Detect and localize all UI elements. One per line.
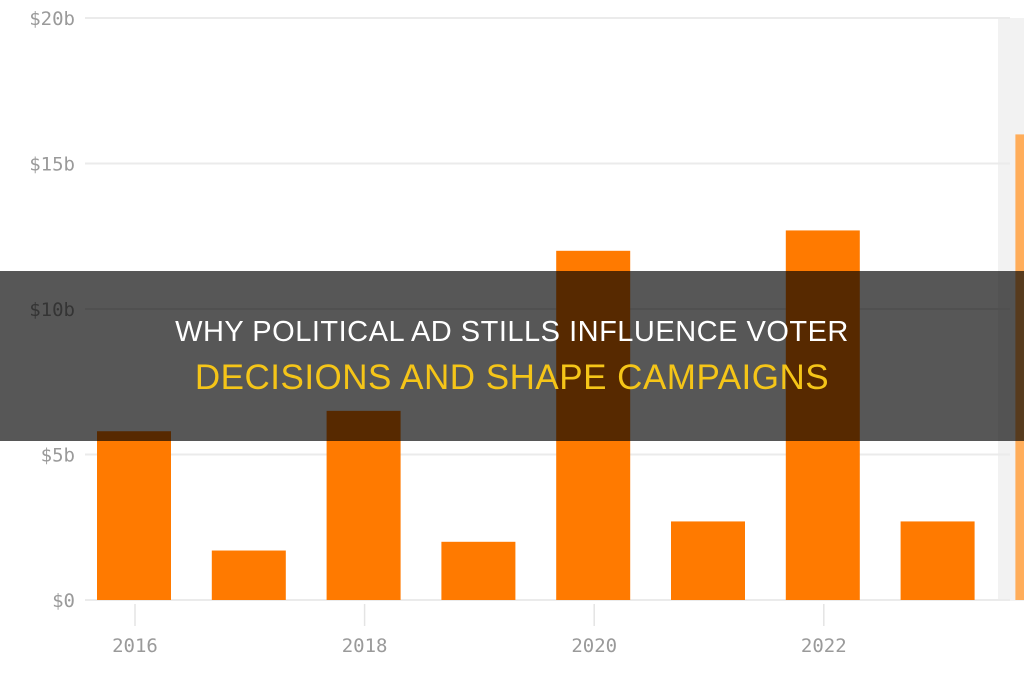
x-tick-label: 2022 [801,635,847,657]
y-tick-label: $15b [29,154,75,176]
bar-2017 [211,550,286,600]
bar-2016 [97,431,171,600]
bar-2021 [671,521,745,600]
bar-2019 [441,541,516,600]
y-tick-label: $0 [52,590,75,612]
title-banner: WHY POLITICAL AD STILLS INFLUENCE VOTER … [0,271,1024,441]
title-line-2: DECISIONS AND SHAPE CAMPAIGNS [194,358,830,397]
x-tick-label: 2018 [342,635,388,657]
bar-2018 [326,410,401,600]
title-line-1: WHY POLITICAL AD STILLS INFLUENCE VOTER [175,316,849,348]
bar-2023 [900,521,975,600]
x-tick-label: 2020 [571,635,617,657]
x-tick-label: 2016 [112,635,158,657]
y-tick-label: $20b [29,8,75,30]
y-tick-label: $5b [41,445,75,467]
